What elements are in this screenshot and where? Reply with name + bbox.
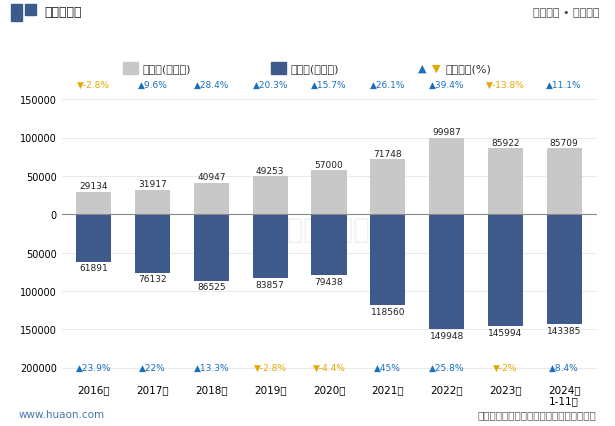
Bar	[25, 6, 36, 16]
Bar	[370, 215, 405, 305]
Text: 79438: 79438	[315, 277, 343, 286]
Text: ▼-4.4%: ▼-4.4%	[312, 363, 346, 372]
Text: 71748: 71748	[373, 149, 402, 158]
Text: ▲39.4%: ▲39.4%	[429, 81, 464, 90]
Text: ▲9.6%: ▲9.6%	[138, 81, 167, 90]
Text: ▲26.1%: ▲26.1%	[370, 81, 405, 90]
Bar	[271, 63, 286, 75]
Text: www.huaon.com: www.huaon.com	[18, 409, 105, 419]
Text: ▲22%: ▲22%	[139, 363, 166, 372]
Text: 29134: 29134	[79, 182, 108, 191]
Text: 华经产业研究院: 华经产业研究院	[271, 216, 387, 244]
Bar	[488, 215, 523, 326]
Bar	[194, 215, 229, 281]
Text: 数据来源：中国海关，华经产业研究院整理: 数据来源：中国海关，华经产业研究院整理	[478, 409, 597, 419]
Text: ▲28.4%: ▲28.4%	[194, 81, 229, 90]
Bar	[123, 63, 138, 75]
Text: ▲15.7%: ▲15.7%	[311, 81, 347, 90]
Text: 143385: 143385	[547, 326, 581, 335]
Text: 145994: 145994	[488, 328, 523, 337]
Bar	[76, 215, 111, 262]
Text: 85922: 85922	[491, 138, 520, 147]
Text: 86525: 86525	[197, 282, 226, 291]
Text: ▼-13.8%: ▼-13.8%	[486, 81, 525, 90]
Text: 40947: 40947	[197, 173, 226, 182]
Text: ▲: ▲	[418, 63, 427, 73]
Text: 49253: 49253	[256, 167, 285, 176]
Text: 专业严谨 • 客观科学: 专业严谨 • 客观科学	[533, 8, 600, 18]
Text: ▼: ▼	[432, 63, 440, 73]
Text: ▲11.1%: ▲11.1%	[546, 81, 582, 90]
Text: ▼-2.8%: ▼-2.8%	[77, 81, 110, 90]
Bar	[370, 160, 405, 215]
Bar	[429, 215, 464, 329]
Text: 57000: 57000	[315, 161, 343, 170]
Bar	[11, 5, 22, 22]
Text: 85709: 85709	[550, 138, 579, 147]
Text: 61891: 61891	[79, 264, 108, 273]
Text: 31917: 31917	[138, 180, 167, 189]
Text: ▲23.9%: ▲23.9%	[76, 363, 111, 372]
Bar	[311, 215, 347, 276]
Text: 进口额(万美元): 进口额(万美元)	[290, 63, 339, 73]
Text: ▲45%: ▲45%	[375, 363, 401, 372]
Bar	[547, 215, 582, 324]
Text: 83857: 83857	[256, 280, 285, 289]
Text: ▼-2%: ▼-2%	[493, 363, 518, 372]
Text: 2016-2024年11月池州市(境内目的地/货源地)进、出口额: 2016-2024年11月池州市(境内目的地/货源地)进、出口额	[152, 35, 463, 49]
Text: ▲13.3%: ▲13.3%	[194, 363, 229, 372]
Bar	[311, 171, 347, 215]
Bar	[429, 138, 464, 215]
Text: ▼-2.8%: ▼-2.8%	[254, 363, 287, 372]
Bar	[547, 149, 582, 215]
Text: 同比增长(%): 同比增长(%)	[446, 63, 492, 73]
Bar	[253, 215, 288, 279]
Text: ▲20.3%: ▲20.3%	[253, 81, 288, 90]
Bar	[76, 193, 111, 215]
Text: 118560: 118560	[371, 307, 405, 316]
Bar	[194, 183, 229, 215]
Text: 99987: 99987	[432, 128, 461, 137]
Text: 149948: 149948	[429, 331, 464, 340]
Text: 76132: 76132	[138, 274, 167, 283]
Bar	[135, 190, 170, 215]
Bar	[488, 149, 523, 215]
Bar	[253, 177, 288, 215]
Text: 华经情报网: 华经情报网	[44, 6, 82, 20]
Text: 出口额(万美元): 出口额(万美元)	[143, 63, 191, 73]
Text: ▲25.8%: ▲25.8%	[429, 363, 464, 372]
Bar	[135, 215, 170, 273]
Text: ▲8.4%: ▲8.4%	[549, 363, 579, 372]
